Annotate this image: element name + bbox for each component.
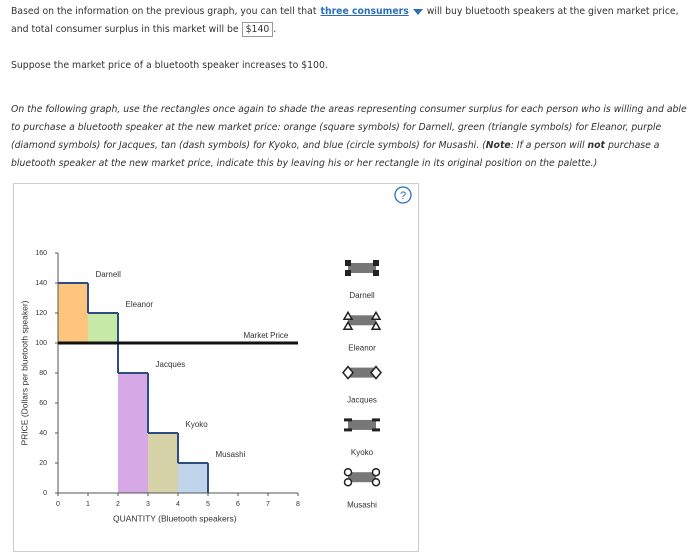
x-axis-label: QUANTITY (Bluetooth speakers): [113, 513, 237, 523]
dropdown-value: three consumers: [320, 6, 409, 17]
surplus-rect: [118, 373, 148, 493]
palette-shape: [348, 315, 376, 326]
intro-text: Based on the information on the previous…: [11, 6, 317, 17]
palette-handle: [342, 320, 354, 331]
intro-text: .: [273, 24, 277, 35]
surplus-rect: [88, 313, 118, 343]
palette-handle: [372, 418, 380, 422]
palette-handle: [371, 467, 381, 477]
palette-handle: [344, 428, 352, 432]
surplus-rect: [148, 433, 178, 493]
y-axis-label: PRICE (Dollars per bluetooth speaker): [19, 300, 29, 445]
palette-handle: [373, 260, 379, 266]
palette-handle: [370, 365, 382, 380]
palette-label: Jacques: [347, 396, 377, 405]
palette-label: Darnell: [349, 291, 375, 300]
consumer-label: Kyoko: [186, 420, 209, 429]
x-tick-label: 6: [236, 501, 240, 508]
palette-label: Musashi: [347, 500, 377, 509]
help-icon: ?: [400, 190, 406, 202]
panel: [13, 183, 419, 552]
palette-handle: [345, 270, 351, 276]
y-tick-label: 40: [39, 430, 47, 437]
x-tick-label: 4: [176, 501, 180, 508]
palette-handle: [371, 477, 381, 487]
instr-bold: Note: [485, 140, 511, 151]
palette-handle: [343, 467, 353, 477]
x-tick-label: 1: [86, 501, 90, 508]
palette-handle: [342, 365, 354, 380]
x-tick-label: 7: [266, 501, 270, 508]
intro: Based on the information on the previous…: [11, 3, 691, 39]
instr-text: purchase a bluetooth speaker at the new …: [11, 140, 660, 169]
instructions: On the following graph, use the rectangl…: [11, 101, 691, 173]
consumer-label: Darnell: [96, 270, 122, 279]
palette-handle: [343, 477, 353, 487]
palette-shape: [348, 263, 376, 273]
surplus-rect: [178, 463, 208, 493]
x-tick-label: 8: [296, 501, 300, 508]
intro-text: will buy bluetooth speakers at the given…: [11, 6, 679, 35]
palette-handle: [344, 418, 352, 422]
consumer-label: Jacques: [156, 360, 186, 369]
palette-handle: [370, 320, 382, 331]
palette-label: Kyoko: [351, 448, 374, 457]
y-tick-label: 20: [39, 460, 47, 467]
dropdown[interactable]: three consumers: [321, 6, 423, 17]
palette-handle: [342, 310, 354, 321]
x-tick-label: 2: [116, 501, 120, 508]
palette-handle: [345, 260, 351, 266]
x-tick-label: 5: [206, 501, 210, 508]
palette-handle: [373, 270, 379, 276]
y-tick-label: 160: [35, 250, 47, 257]
palette-shape: [348, 367, 376, 378]
market-price-label: Market Price: [243, 331, 288, 340]
prompt: Suppose the market price of a bluetooth …: [11, 60, 328, 71]
instr-text: : If a person will: [510, 140, 588, 151]
palette-shape: [348, 472, 376, 483]
y-tick-label: 140: [35, 280, 47, 287]
y-tick-label: 100: [35, 340, 47, 347]
palette-handle: [370, 310, 382, 321]
y-tick-label: 80: [39, 370, 47, 377]
y-tick-label: 60: [39, 400, 47, 407]
palette-shape: [348, 419, 376, 430]
instr-text: On the following graph, use the rectangl…: [11, 104, 687, 151]
consumer-label: Eleanor: [126, 300, 154, 309]
dropdown-arrow: [412, 8, 423, 15]
instr-bold: not: [587, 140, 605, 151]
palette-handle: [372, 428, 380, 432]
y-tick-label: 0: [43, 490, 47, 497]
y-tick-label: 120: [35, 310, 47, 317]
help-button[interactable]: [394, 186, 412, 204]
surplus-rect: [58, 283, 88, 343]
consumer-label: Musashi: [216, 450, 246, 459]
x-tick-label: 0: [56, 501, 60, 508]
answer-box: $140: [241, 22, 274, 37]
x-tick-label: 3: [146, 501, 150, 508]
palette-label: Eleanor: [348, 343, 376, 352]
